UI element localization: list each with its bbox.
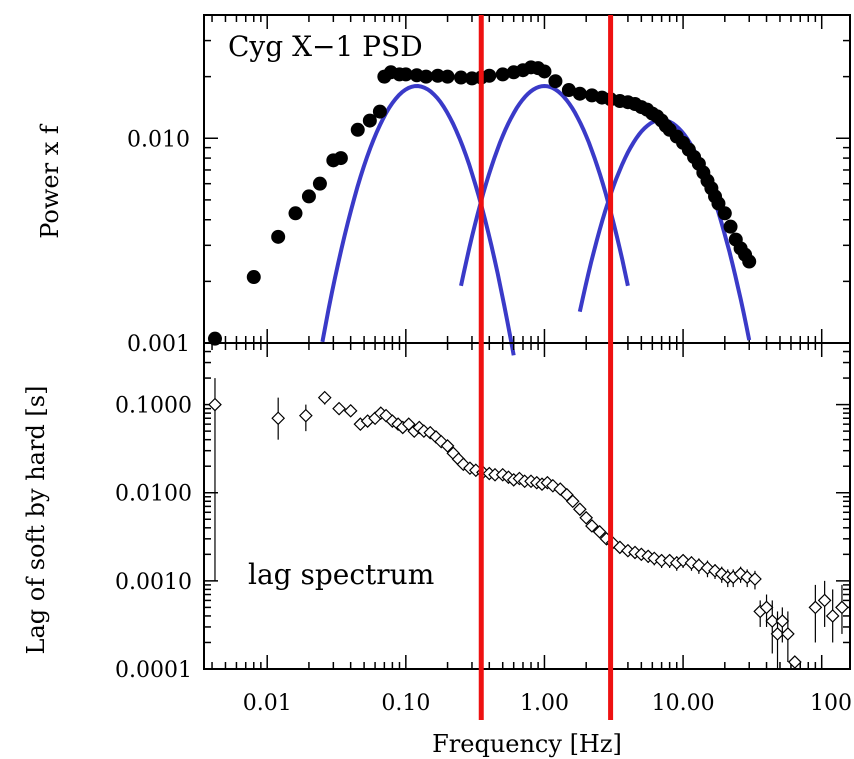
lag-point xyxy=(271,411,286,426)
psd-component-curves xyxy=(320,83,752,356)
lag-ticks xyxy=(204,342,850,670)
psd-point xyxy=(288,206,303,221)
psd-y-tick-labels: 0.001 0.010 xyxy=(127,127,190,357)
lag-point xyxy=(787,655,802,669)
lag-point xyxy=(565,494,580,509)
lag-panel-title: lag spectrum xyxy=(248,558,434,591)
lag-point xyxy=(781,627,795,641)
psd-panel-title: Cyg X−1 PSD xyxy=(228,30,423,63)
lag-point xyxy=(579,510,594,525)
lag-point xyxy=(572,502,587,517)
lag-point xyxy=(317,390,332,405)
psd-point xyxy=(453,70,468,85)
psd-point xyxy=(398,67,413,82)
x-tick-label: 0.10 xyxy=(381,691,430,716)
y-tick-label: 0.0001 xyxy=(115,658,192,683)
lag-point xyxy=(748,572,762,586)
lag-point xyxy=(440,439,455,453)
lag-point xyxy=(759,600,774,615)
lag-point xyxy=(714,567,729,581)
lag-point xyxy=(434,434,449,449)
frequency-marker-lines xyxy=(478,15,614,720)
lag-point xyxy=(343,403,358,418)
lag-point xyxy=(332,401,346,416)
lag-point xyxy=(662,553,677,568)
lag-point xyxy=(592,524,607,539)
psd-point xyxy=(419,69,434,84)
y-tick-label: 0.010 xyxy=(127,127,190,152)
lag-point xyxy=(770,627,785,641)
x-tick-label: 10.00 xyxy=(652,691,715,716)
lag-point xyxy=(553,482,568,496)
component-curve-1 xyxy=(320,83,516,356)
psd-point xyxy=(572,86,587,101)
psd-point xyxy=(271,229,286,244)
psd-point xyxy=(561,83,576,98)
lag-point xyxy=(775,614,790,628)
lag-y-axis-title: Lag of soft by hard [s] xyxy=(22,386,50,655)
psd-point xyxy=(440,69,455,84)
psd-point xyxy=(312,176,327,191)
x-axis-title: Frequency [Hz] xyxy=(432,730,622,758)
psd-point xyxy=(548,74,563,89)
lag-panel: 0.0001 0.0010 0.0100 0.1000 0.01 0.10 1.00 10.0… xyxy=(22,342,852,758)
psd-point xyxy=(495,67,510,82)
component-curve-3 xyxy=(577,117,752,341)
lag-point xyxy=(825,609,840,623)
psd-point xyxy=(372,104,387,119)
x-tick-label: 1.00 xyxy=(520,691,569,716)
lag-point xyxy=(817,593,832,608)
x-tick-label: 100 xyxy=(810,691,852,716)
psd-point xyxy=(717,206,732,221)
psd-panel: 0.001 0.010 Cyg X−1 PSD Power x f xyxy=(36,14,851,357)
lag-point xyxy=(208,397,222,412)
psd-ticks xyxy=(204,14,850,344)
x-tick-label: 0.01 xyxy=(243,691,292,716)
lag-plot-frame xyxy=(203,342,851,670)
lag-point xyxy=(585,519,599,533)
psd-point xyxy=(742,254,757,269)
psd-point xyxy=(301,189,316,204)
y-tick-label: 0.1000 xyxy=(115,394,192,419)
lag-point xyxy=(808,600,823,615)
psd-y-axis-title: Power x f xyxy=(36,123,64,239)
lag-point xyxy=(765,614,780,628)
y-tick-label: 0.0010 xyxy=(115,570,192,595)
lag-point xyxy=(298,408,313,423)
psd-point xyxy=(333,151,348,166)
psd-point xyxy=(482,68,497,83)
psd-point xyxy=(723,219,738,234)
psd-point xyxy=(246,270,261,285)
y-tick-label: 0.0100 xyxy=(115,482,192,507)
lag-point xyxy=(647,551,662,566)
psd-point xyxy=(537,64,552,79)
y-tick-label: 0.001 xyxy=(127,332,190,357)
psd-point xyxy=(350,122,365,137)
component-curve-2 xyxy=(459,83,630,287)
lag-point xyxy=(835,600,849,615)
lag-tick-labels: 0.0001 0.0010 0.0100 0.1000 0.01 0.10 1.00 10.0… xyxy=(115,394,852,716)
lag-point xyxy=(684,556,699,570)
lag-data-points xyxy=(208,378,849,669)
psd-point xyxy=(362,113,377,128)
